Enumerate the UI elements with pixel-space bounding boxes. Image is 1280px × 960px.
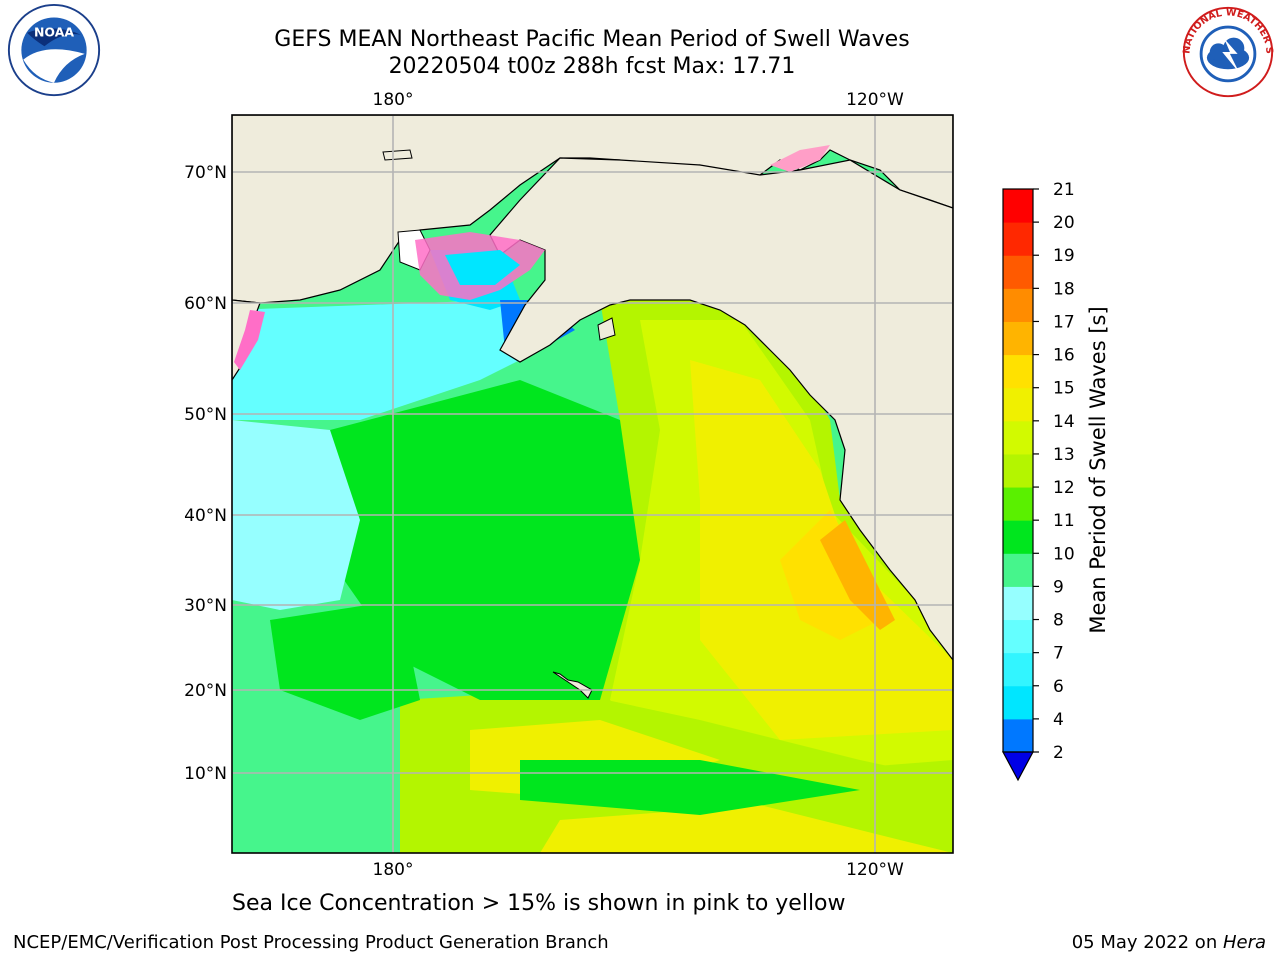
lat-label: 20°N: [184, 681, 227, 701]
noaa-logo-text: NOAA: [34, 25, 74, 40]
colorbar-segment: [1003, 453, 1033, 488]
colorbar-segment: [1003, 189, 1033, 223]
chart-subtitle: 20220504 t00z 288h fcst Max: 17.71: [388, 54, 796, 79]
colorbar-tick-label: 11: [1053, 511, 1075, 531]
colorbar-extend-min: [1001, 751, 1035, 782]
colorbar-tick-label: 15: [1053, 379, 1075, 399]
lat-label: 30°N: [184, 596, 227, 616]
footer-credit: NCEP/EMC/Verification Post Processing Pr…: [13, 932, 609, 953]
colorbar-segment: [1003, 652, 1033, 687]
land-north-america: [489, 157, 953, 661]
swell-zone: [780, 510, 880, 640]
colorbar-tick-label: 10: [1053, 544, 1075, 564]
lon-label-top: 180°: [373, 90, 414, 110]
swell-zone: [330, 380, 640, 700]
colorbar-tick-label: 9: [1053, 577, 1064, 597]
sea-ice: [234, 310, 265, 370]
colorbar-tick-label: 21: [1053, 180, 1075, 200]
colorbar-segment: [1003, 288, 1033, 322]
colorbar-tick-label: 8: [1053, 611, 1064, 631]
footer-machine: Hera: [1222, 932, 1266, 953]
colorbar-tick-label: 7: [1053, 644, 1064, 664]
colorbar-segment: [1003, 222, 1033, 256]
colorbar-segment: [1003, 619, 1033, 654]
sea-ice-note: Sea Ice Concentration > 15% is shown in …: [232, 891, 846, 916]
colorbar-tick-label: 6: [1053, 677, 1064, 697]
colorbar-segment: [1003, 685, 1033, 720]
colorbar-tick-label: 19: [1053, 246, 1075, 266]
colorbar-tick-label: 18: [1053, 279, 1075, 299]
lat-label: 60°N: [184, 294, 227, 314]
island: [597, 317, 616, 341]
map-frame: [231, 114, 954, 854]
hawaii-islands: [552, 671, 593, 699]
colorbar-label: Mean Period of Swell Waves [s]: [1086, 306, 1110, 633]
swell-zone: [540, 805, 953, 853]
colorbar-segment: [1003, 718, 1033, 753]
colorbar-segment: [1003, 387, 1033, 422]
sea-ice: [445, 250, 520, 285]
colorbar-segment: [1003, 321, 1033, 356]
noaa-logo-icon: NOAA: [7, 4, 101, 97]
colorbar-tick-label: 17: [1053, 312, 1075, 332]
colorbar-tick-label: 14: [1053, 412, 1075, 432]
footer-date-text: 05 May 2022 on: [1071, 932, 1223, 953]
colorbar-segment: [1003, 420, 1033, 455]
colorbar-tick-label: 20: [1053, 213, 1075, 233]
footer-date: 05 May 2022 on Hera: [1072, 932, 1266, 953]
sea-ice: [770, 145, 830, 172]
swell-zone: [232, 300, 520, 420]
lon-label-top: 120°W: [846, 90, 904, 110]
nws-logo-icon: NATIONAL WEATHER SERVICE: [1178, 4, 1275, 98]
colorbar-segment: [1003, 553, 1033, 587]
colorbar-segment: [1003, 586, 1033, 621]
colorbar-tick-label: 12: [1053, 478, 1075, 498]
lat-label: 40°N: [184, 506, 227, 526]
colorbar-tick-label: 16: [1053, 346, 1075, 366]
lon-label-bottom: 120°W: [846, 860, 904, 880]
colorbar-tick-label: 2: [1053, 743, 1064, 763]
colorbar-segment: [1003, 354, 1033, 389]
lat-label: 50°N: [184, 405, 227, 425]
colorbar-tick-label: 13: [1053, 445, 1075, 465]
lon-label-bottom: 180°: [373, 860, 414, 880]
colorbar-segment: [1003, 520, 1033, 554]
lat-label: 70°N: [184, 163, 227, 183]
colorbar-segment: [1003, 255, 1033, 289]
colorbar-frame: [1002, 188, 1034, 753]
graticule: [232, 115, 953, 853]
chart-title: GEFS MEAN Northeast Pacific Mean Period …: [274, 27, 910, 52]
lat-label: 10°N: [184, 764, 227, 784]
island: [382, 149, 413, 161]
colorbar-tick-label: 4: [1053, 710, 1064, 730]
swell-zone: [820, 520, 895, 630]
colorbar-segment: [1003, 487, 1033, 521]
